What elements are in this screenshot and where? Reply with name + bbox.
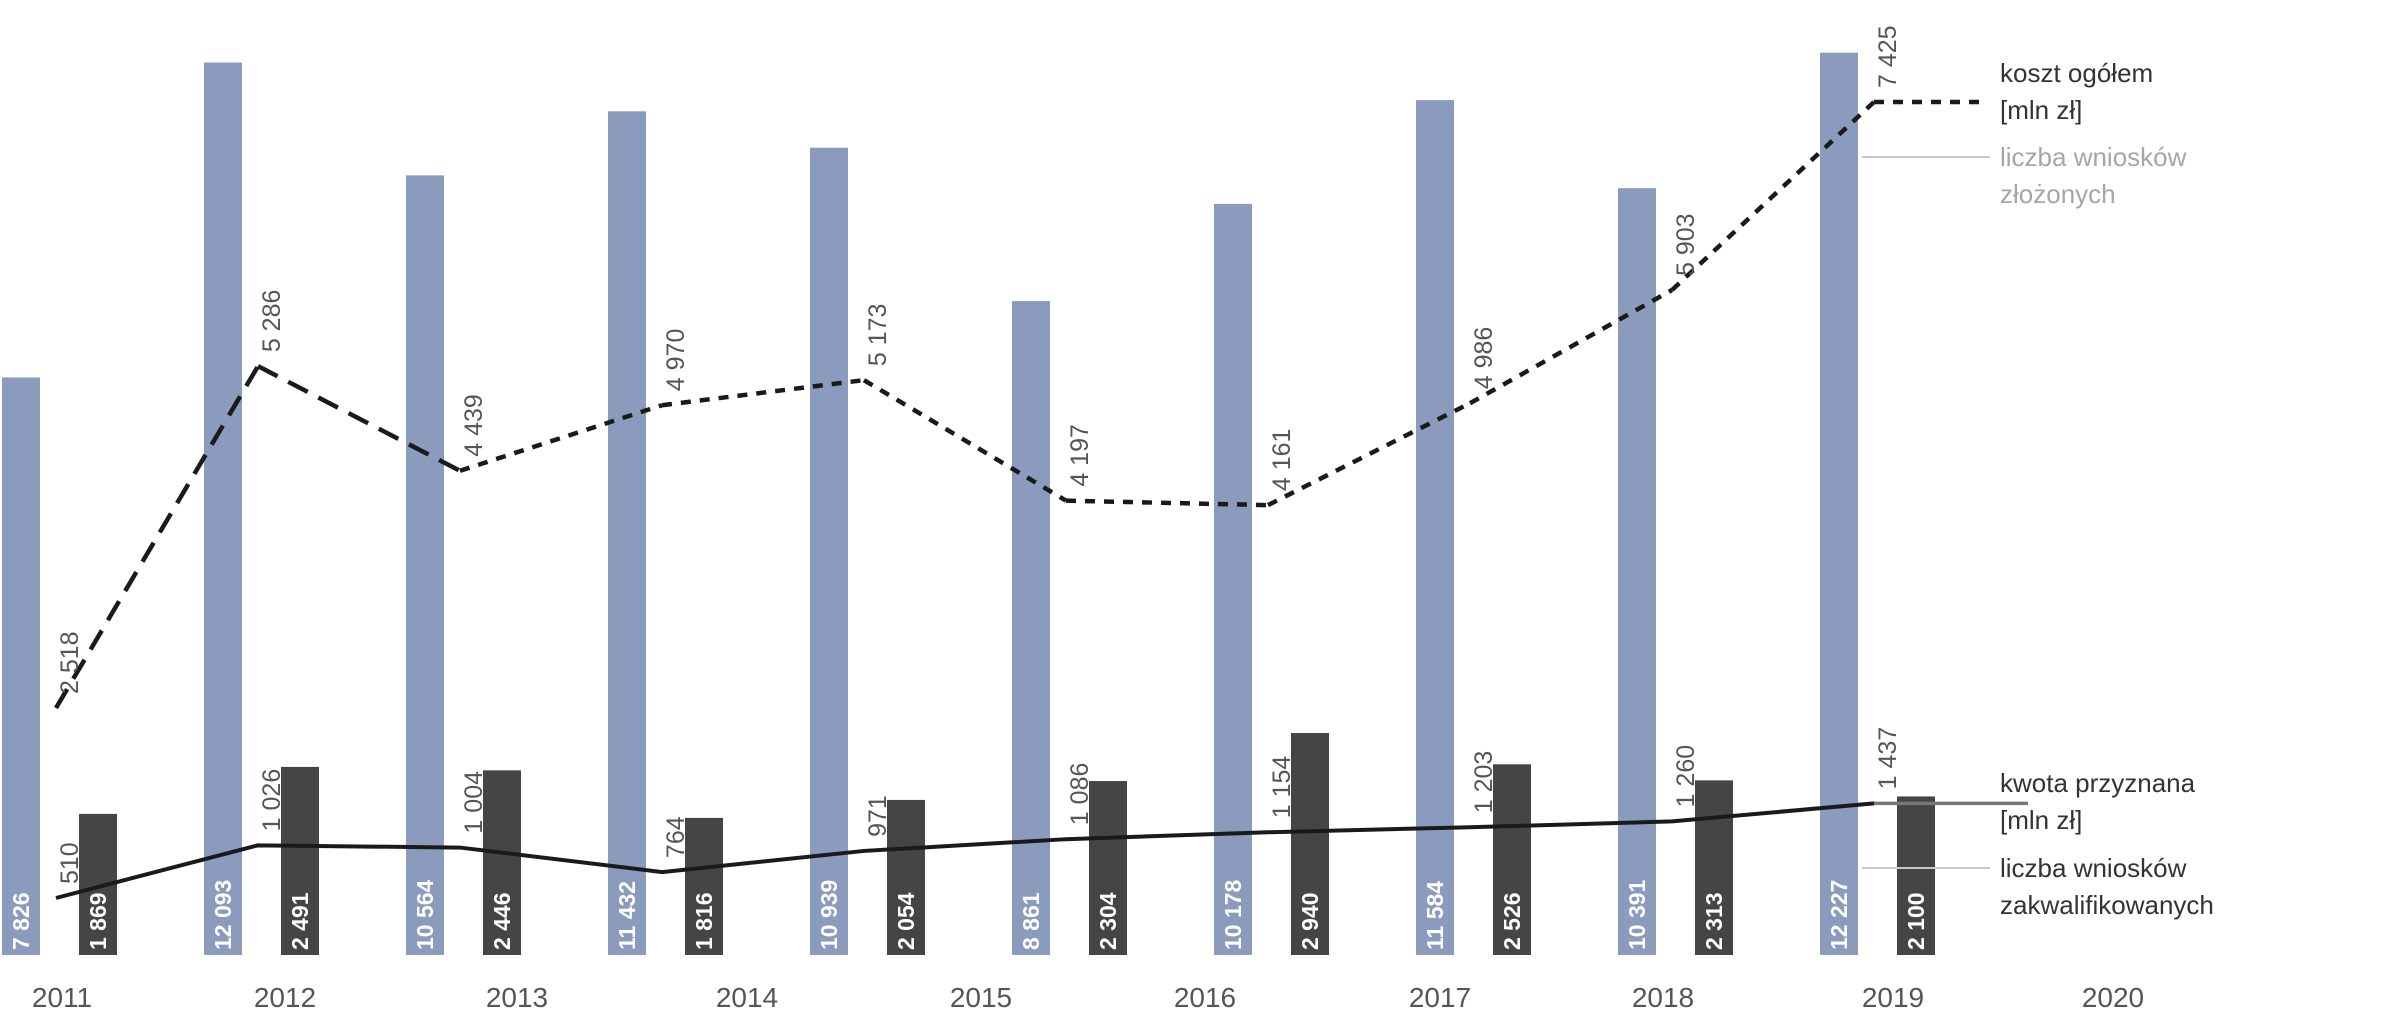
legend-label: kwota przyznana — [2000, 768, 2196, 798]
bar-submitted-label: 10 391 — [1624, 879, 1650, 950]
bar-qualified-label: 2 304 — [1095, 892, 1121, 950]
bars-layer — [2, 52, 1935, 956]
bar-qualified-label: 2 054 — [893, 892, 919, 950]
bar-qualified — [1493, 764, 1531, 955]
bar-qualified-label: 1 869 — [85, 892, 111, 950]
bar-submitted-label: 8 861 — [1018, 892, 1044, 950]
bar-qualified-label: 2 940 — [1297, 892, 1323, 950]
bar-submitted-label: 10 178 — [1220, 879, 1246, 950]
bar-submitted — [1214, 203, 1252, 956]
x-axis: 2011 2012 2013 2014 2015 2016 2017 2018 2019 2020 — [32, 982, 2144, 1011]
legend-label: liczba wniosków — [2000, 853, 2187, 883]
legend-entry: liczba wniosków złożonych — [1862, 142, 2187, 209]
legend-label: [mln zł] — [2000, 805, 2082, 835]
cost-point-label: 4 197 — [1066, 424, 1094, 487]
legend-label: złożonych — [2000, 179, 2116, 209]
bar-qualified-label: 2 446 — [489, 892, 515, 950]
bar-submitted — [1012, 301, 1050, 955]
legend-entry: liczba wniosków zakwalifikowanych — [1862, 853, 2214, 920]
cost-line-segment — [1065, 498, 1269, 508]
lines-layer — [54, 99, 2028, 900]
x-tick-label: 2019 — [1862, 982, 1924, 1011]
bar-qualified-label: 2 313 — [1701, 892, 1727, 950]
granted-point-label: 1 260 — [1672, 745, 1700, 808]
granted-point-label: 1 437 — [1874, 727, 1902, 790]
cost-point-label: 4 986 — [1470, 327, 1498, 390]
bar-submitted — [406, 175, 444, 955]
legend-label: liczba wniosków — [2000, 142, 2187, 172]
x-tick-label: 2018 — [1632, 982, 1694, 1011]
bar-qualified-label: 2 526 — [1499, 892, 1525, 950]
bar-submitted — [608, 111, 646, 955]
cost-line-segment — [1670, 100, 1876, 292]
bar-submitted-label: 11 584 — [1422, 881, 1448, 950]
granted-point-label: 1 154 — [1268, 756, 1296, 819]
cost-line-segment — [459, 403, 663, 473]
x-tick-label: 2017 — [1409, 982, 1471, 1011]
granted-line — [55, 801, 1875, 900]
cost-line-segment — [256, 364, 462, 473]
cost-point-label: 4 970 — [662, 329, 690, 392]
cost-line-segment — [1468, 288, 1674, 406]
x-tick-label: 2016 — [1174, 982, 1236, 1011]
x-tick-label: 2014 — [716, 982, 778, 1011]
bar-qualified-label: 2 100 — [1903, 892, 1929, 950]
legend: koszt ogółem [mln zł] liczba wniosków złożo… — [1862, 58, 2214, 920]
bar-submitted-label: 10 564 — [412, 879, 438, 950]
legend-label: koszt ogółem — [2000, 58, 2153, 88]
cost-point-label: 2 518 — [56, 631, 84, 694]
bar-qualified — [685, 817, 723, 955]
x-tick-label: 2015 — [950, 982, 1012, 1011]
x-tick-label: 2013 — [486, 982, 548, 1011]
bar-qualified — [887, 799, 925, 955]
bar-submitted — [204, 62, 242, 955]
bar-submitted — [1820, 52, 1858, 955]
bar-submitted — [2, 377, 40, 956]
cost-point-label: 4 161 — [1268, 429, 1296, 492]
bar-qualified — [1089, 781, 1127, 955]
cost-point-label: 5 286 — [258, 290, 286, 353]
legend-entry: koszt ogółem [mln zł] — [2000, 58, 2153, 125]
granted-point-label: 1 086 — [1066, 763, 1094, 826]
bar-qualified-label: 1 816 — [691, 892, 717, 950]
bar-submitted — [1416, 100, 1454, 955]
granted-point-label: 971 — [864, 795, 892, 837]
cost-point-label: 7 425 — [1874, 25, 1902, 88]
legend-entry: kwota przyznana [mln zł] — [2000, 768, 2196, 835]
cost-point-label: 5 903 — [1672, 213, 1700, 276]
cost-point-label: 5 173 — [864, 304, 892, 367]
x-tick-label: 2012 — [254, 982, 316, 1011]
granted-point-label: 1 004 — [460, 771, 488, 834]
bar-submitted-label: 12 093 — [210, 880, 236, 950]
bar-submitted — [1618, 188, 1656, 956]
x-tick-label: 2011 — [32, 982, 92, 1011]
cost-line-segment — [862, 378, 1068, 503]
granted-point-label: 1 203 — [1470, 751, 1498, 814]
legend-label: [mln zł] — [2000, 95, 2082, 125]
bar-submitted-label: 12 227 — [1826, 880, 1852, 950]
bar-qualified — [1695, 780, 1733, 955]
bar-submitted-label: 7 826 — [8, 892, 34, 950]
bar-qualified — [281, 766, 319, 955]
legend-label: zakwalifikowanych — [2000, 890, 2214, 920]
bar-submitted-label: 11 432 — [614, 881, 640, 950]
labels-layer: 7 826 12 093 10 564 11 432 10 939 8 861 10 178… — [8, 25, 1929, 950]
cost-line-segment — [661, 377, 865, 408]
granted-point-label: 1 026 — [258, 769, 286, 832]
bar-submitted-label: 10 939 — [816, 880, 842, 950]
bar-submitted — [810, 147, 848, 956]
granted-point-label: 510 — [56, 842, 84, 884]
bar-qualified — [1897, 796, 1935, 955]
bar-qualified — [483, 770, 521, 955]
bar-qualified-label: 2 491 — [287, 892, 313, 950]
cost-point-label: 4 439 — [460, 394, 488, 457]
bar-qualified — [1291, 733, 1329, 955]
granted-point-label: 764 — [662, 816, 690, 858]
x-tick-label: 2020 — [2082, 982, 2144, 1011]
